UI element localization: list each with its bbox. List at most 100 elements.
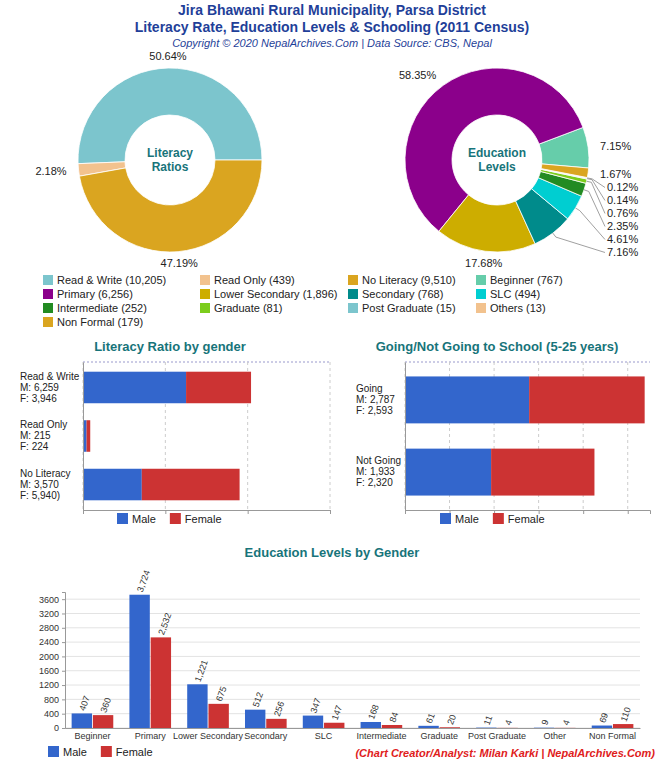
axis-line xyxy=(405,363,406,511)
plot-frame xyxy=(405,362,650,363)
tick-label-line: F: 2,593 xyxy=(356,405,393,416)
legend: Male Female xyxy=(117,513,222,525)
data-label: 512 xyxy=(251,691,266,709)
axis-line xyxy=(66,728,641,729)
tick-mark xyxy=(330,510,331,514)
tick-mark xyxy=(165,510,166,514)
tick-mark xyxy=(62,671,65,672)
bars xyxy=(83,372,251,501)
legend-label: Male xyxy=(63,746,87,758)
tick: Other xyxy=(544,731,567,741)
bar xyxy=(245,710,265,728)
data-label: 4 xyxy=(503,718,514,726)
pie-center-title-line: Education xyxy=(468,146,526,160)
copyright: Copyright © 2020 NepalArchives.Com | Dat… xyxy=(172,37,492,49)
bar xyxy=(497,727,517,728)
tick-label: 400 xyxy=(44,709,59,719)
tick-mark xyxy=(248,510,249,514)
bar xyxy=(266,719,286,728)
grid xyxy=(65,599,640,728)
legend-swatch xyxy=(476,289,486,299)
tick: 3600 xyxy=(39,595,65,605)
tick-mark xyxy=(62,685,65,686)
chart-title: Education Levels by Gender xyxy=(245,545,420,560)
x-axis: BeginnerPrimaryLower SecondarySecondaryS… xyxy=(66,729,641,742)
legend-label: Read & Write (10,205) xyxy=(57,274,166,286)
tick xyxy=(165,510,166,514)
leader-line xyxy=(587,179,605,201)
bar xyxy=(592,726,612,728)
legend-label: Male xyxy=(455,513,479,525)
tick-label: Lower Secondary xyxy=(173,731,244,741)
credit: (Chart Creator/Analyst: Milan Karki | Ne… xyxy=(355,747,655,759)
pie-center-title-line: Ratios xyxy=(152,160,189,174)
tick-label-line: Not Going xyxy=(356,455,401,466)
pie: EducationLevels7.15%58.35%17.68%7.16%4.6… xyxy=(399,68,639,269)
tick-label: Non Formal xyxy=(589,731,636,741)
bar xyxy=(187,684,207,728)
grid-line xyxy=(65,627,640,628)
tick-label-line: Read Only xyxy=(20,419,67,430)
bar xyxy=(361,722,381,728)
bar xyxy=(405,449,491,496)
data-label: 7.15% xyxy=(600,140,631,152)
tick-label: Other xyxy=(544,731,567,741)
legend-swatch xyxy=(476,303,486,313)
legend-swatch xyxy=(476,275,486,285)
bar xyxy=(142,469,240,501)
data-label: 407 xyxy=(77,695,92,713)
data-label: 110 xyxy=(619,706,633,723)
data-label: 7.16% xyxy=(607,246,638,258)
bar xyxy=(186,372,251,404)
tick: Read OnlyM: 215F: 224 xyxy=(20,419,67,452)
legend-swatch xyxy=(200,303,210,313)
tick-mark xyxy=(62,613,65,614)
tick-label: Intermediate xyxy=(356,731,406,741)
bar xyxy=(151,637,171,728)
bar xyxy=(303,716,323,728)
tick xyxy=(330,510,331,514)
tick: 2000 xyxy=(39,652,65,662)
tick-label: Graduate xyxy=(420,731,458,741)
legend-swatch xyxy=(348,289,358,299)
tick-label: Not GoingM: 1,933F: 2,320 xyxy=(356,455,401,488)
bars xyxy=(405,376,645,495)
bar xyxy=(491,449,594,496)
tick-label: 2800 xyxy=(39,623,59,633)
slice xyxy=(541,164,588,178)
legend-label: Male xyxy=(132,513,156,525)
tick-label-line: F: 3,946 xyxy=(20,393,57,404)
bar xyxy=(93,715,113,728)
pie-center-title-line: Literacy xyxy=(147,146,193,160)
data-label: 11 xyxy=(482,714,495,726)
tick: Primary xyxy=(135,731,166,741)
data-label: 168 xyxy=(366,703,381,721)
data-label: 69 xyxy=(597,711,610,724)
data-label: 20 xyxy=(445,713,458,726)
grid-line xyxy=(330,362,331,510)
tick xyxy=(248,510,249,514)
tick-mark xyxy=(62,628,65,629)
tick-mark xyxy=(62,728,65,729)
tick-label-line: M: 2,787 xyxy=(356,394,395,405)
grid-line xyxy=(83,362,84,510)
tick: SLC xyxy=(315,731,333,741)
chart-title: Going/Not Going to School (5-25 years) xyxy=(376,339,619,354)
data-label: 50.64% xyxy=(149,50,187,62)
tick xyxy=(405,510,406,514)
tick: 800 xyxy=(44,695,65,705)
tick-label: 2400 xyxy=(39,637,59,647)
pie-center-title-line: Levels xyxy=(478,160,516,174)
tick-label: Secondary xyxy=(244,731,288,741)
axis-line xyxy=(83,363,84,511)
legend-label: Female xyxy=(185,513,222,525)
tick-label-line: M: 6,259 xyxy=(20,382,59,393)
tick: 2800 xyxy=(39,623,65,633)
legend-label: Non Formal (179) xyxy=(57,316,143,328)
data-label: 61 xyxy=(424,712,437,725)
tick-label: Post Graduate xyxy=(468,731,526,741)
y-axis: Read & WriteM: 6,259F: 3,946Read OnlyM: … xyxy=(20,363,84,511)
tick: Graduate xyxy=(420,731,458,741)
slice xyxy=(79,160,262,252)
legend-label: Lower Secondary (1,896) xyxy=(214,288,338,300)
